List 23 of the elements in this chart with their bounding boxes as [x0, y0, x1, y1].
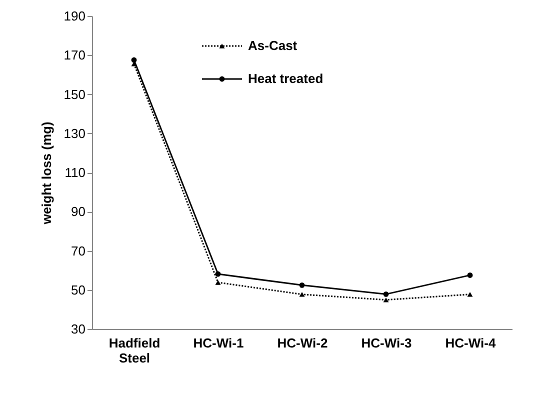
y-tick-label: 110 — [64, 165, 86, 180]
y-tick-label: 190 — [64, 8, 86, 24]
y-tick-label: 30 — [71, 322, 86, 336]
y-tick-label: 150 — [64, 86, 86, 102]
y-axis-title: weight loss (mg) — [38, 122, 54, 226]
point — [467, 272, 473, 278]
point — [131, 57, 137, 63]
y-tick-label: 70 — [71, 243, 86, 258]
point — [215, 280, 221, 285]
y-tick-label: 130 — [64, 126, 86, 141]
x-tick-label: HC-Wi-4 — [445, 336, 496, 350]
x-tick-label: HC-Wi-3 — [361, 336, 412, 350]
y-tick-label: 90 — [71, 204, 86, 220]
legend-label: Heat treated — [248, 71, 324, 86]
point — [215, 271, 221, 277]
x-tick-label: HC-Wi-1 — [193, 336, 244, 350]
x-tick-label: HC-Wi-2 — [277, 336, 328, 350]
point — [383, 291, 389, 297]
x-tick-label: Hadfield Steel — [108, 336, 160, 366]
y-tick-label: 50 — [71, 282, 86, 298]
legend-label: As-Cast — [248, 38, 298, 53]
point — [299, 282, 305, 288]
y-tick-label: 170 — [64, 48, 86, 63]
